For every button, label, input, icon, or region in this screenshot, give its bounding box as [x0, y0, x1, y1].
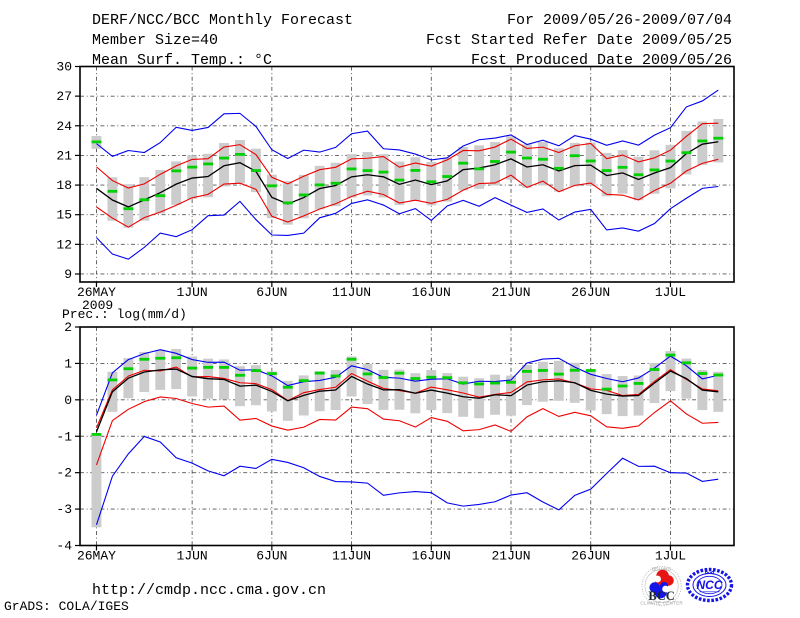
- svg-text:BCC: BCC: [648, 589, 674, 603]
- svg-text:NCC: NCC: [697, 578, 723, 592]
